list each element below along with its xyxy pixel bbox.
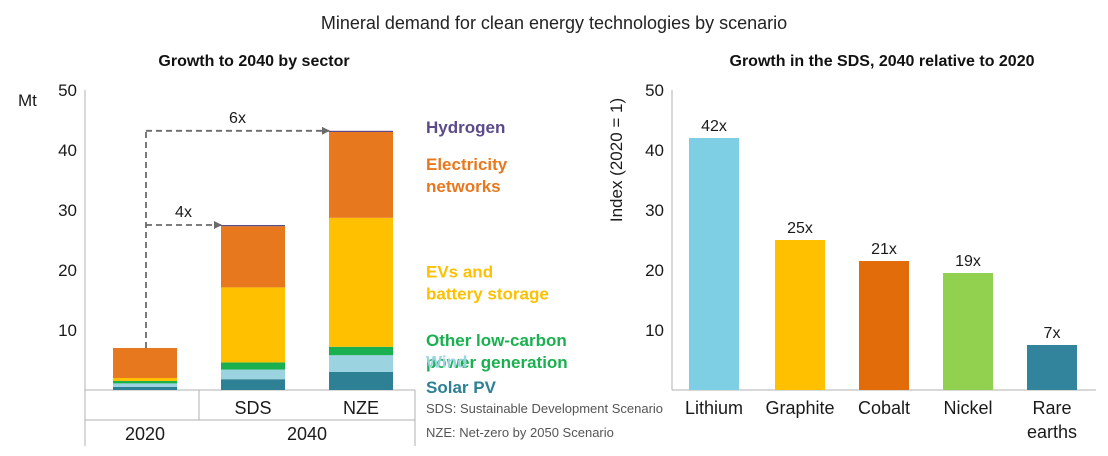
legend-entry-electricity_networks: Electricity [426,155,508,174]
bar-segment-other_low_carbon [113,381,177,384]
legend-entry-evs: EVs and [426,262,493,281]
data-label: 19x [955,253,981,270]
x-category-label: Nickel [943,398,992,418]
growth-multiplier-label: 6x [229,110,246,127]
legend-entry-wind: Wind [426,353,467,372]
growth-multiplier-label: 4x [175,204,192,221]
x-category-label: Lithium [685,398,743,418]
x-category-label: SDS [234,398,271,418]
bar-segment-other_low_carbon [221,362,285,370]
bar-segment-wind [329,355,393,372]
x-category-label: 2020 [125,424,165,444]
y-tick-label: 50 [58,81,77,100]
bar-segment-solar_pv [113,387,177,390]
bar-segment-solar_pv [329,372,393,390]
y-tick-label: 30 [645,201,664,220]
y-tick-label: 40 [645,141,664,160]
legend-entry-hydrogen: Hydrogen [426,118,505,137]
bar-nickel [943,273,993,390]
x-group-label: 2040 [287,424,327,444]
data-label: 7x [1044,325,1061,342]
bar-graphite [775,240,825,390]
legend-entry-other_low_carbon: Other low-carbon [426,331,567,350]
mineral-growth-bar-chart: 10 20 30 40 50 42x Lithium 25x Graphite 21x Cobalt… [645,81,1096,442]
x-category-label: Rare [1032,398,1071,418]
note-sds: SDS: Sustainable Development Scenario [426,401,663,416]
note-nze: NZE: Net-zero by 2050 Scenario [426,425,614,440]
y-tick-label: 20 [58,261,77,280]
right-chart-title: Growth in the SDS, 2040 relative to 2020 [730,53,1035,70]
bar-segment-solar_pv [221,379,285,390]
x-category-label: earths [1027,422,1077,442]
y-tick-label: 10 [645,321,664,340]
legend-entry-solar_pv: Solar PV [426,378,497,397]
y-tick-label: 40 [58,141,77,160]
sector-stacked-bar-chart: 10 20 30 40 50 2020 SDS NZE 2040 4x 6x Hydrogen Elec… [58,81,568,446]
x-category-label: Cobalt [858,398,910,418]
bar-segment-other_low_carbon [329,346,393,356]
left-y-axis-label: Mt [18,91,37,110]
bar-segment-electricity_networks [221,226,285,288]
right-y-axis-label: Index (2020 = 1) [607,98,626,222]
bar-rare_earths [1027,345,1077,390]
bar-segment-evs [221,287,285,363]
bar-segment-wind [221,369,285,380]
figure-title: Mineral demand for clean energy technolo… [321,13,787,33]
bar-segment-hydrogen [221,225,285,227]
bar-segment-hydrogen [329,130,393,132]
legend-entry-evs: battery storage [426,284,549,303]
left-chart-title: Growth to 2040 by sector [158,53,349,70]
y-tick-label: 50 [645,81,664,100]
x-category-label: Graphite [765,398,834,418]
y-tick-label: 30 [58,201,77,220]
bar-cobalt [859,261,909,390]
data-label: 21x [871,241,897,258]
y-tick-label: 20 [645,261,664,280]
data-label: 42x [701,118,727,135]
bar-segment-wind [113,383,177,387]
legend-entry-other_low_carbon: power generation [426,353,568,372]
y-tick-label: 10 [58,321,77,340]
bar-segment-evs [329,217,393,347]
bar-lithium [689,138,739,390]
legend-entry-electricity_networks: networks [426,177,501,196]
bar-segment-evs [113,378,177,381]
x-category-label: NZE [343,398,379,418]
bar-segment-electricity_networks [329,132,393,218]
bar-segment-electricity_networks [113,348,177,378]
data-label: 25x [787,220,813,237]
